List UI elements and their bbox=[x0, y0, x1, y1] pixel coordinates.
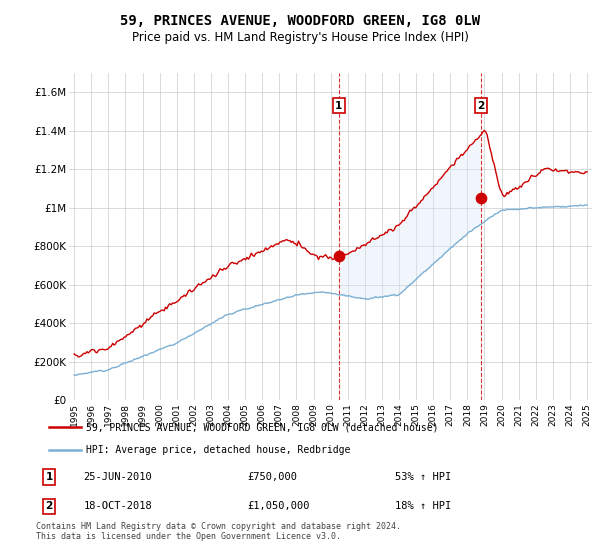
Text: 1: 1 bbox=[46, 472, 53, 482]
Point bbox=[334, 251, 344, 260]
Text: £1,050,000: £1,050,000 bbox=[247, 501, 310, 511]
Text: 59, PRINCES AVENUE, WOODFORD GREEN, IG8 0LW (detached house): 59, PRINCES AVENUE, WOODFORD GREEN, IG8 … bbox=[86, 422, 439, 432]
Text: HPI: Average price, detached house, Redbridge: HPI: Average price, detached house, Redb… bbox=[86, 445, 350, 455]
Text: This data is licensed under the Open Government Licence v3.0.: This data is licensed under the Open Gov… bbox=[36, 532, 341, 541]
Text: 18% ↑ HPI: 18% ↑ HPI bbox=[395, 501, 451, 511]
Text: 1: 1 bbox=[335, 101, 343, 110]
Point bbox=[476, 194, 485, 203]
Text: 25-JUN-2010: 25-JUN-2010 bbox=[83, 472, 152, 482]
Text: 18-OCT-2018: 18-OCT-2018 bbox=[83, 501, 152, 511]
Text: 53% ↑ HPI: 53% ↑ HPI bbox=[395, 472, 451, 482]
Text: £750,000: £750,000 bbox=[247, 472, 297, 482]
Text: 2: 2 bbox=[46, 501, 53, 511]
Text: Contains HM Land Registry data © Crown copyright and database right 2024.: Contains HM Land Registry data © Crown c… bbox=[36, 522, 401, 531]
Text: Price paid vs. HM Land Registry's House Price Index (HPI): Price paid vs. HM Land Registry's House … bbox=[131, 31, 469, 44]
Text: 59, PRINCES AVENUE, WOODFORD GREEN, IG8 0LW: 59, PRINCES AVENUE, WOODFORD GREEN, IG8 … bbox=[120, 14, 480, 28]
Text: 2: 2 bbox=[477, 101, 485, 110]
